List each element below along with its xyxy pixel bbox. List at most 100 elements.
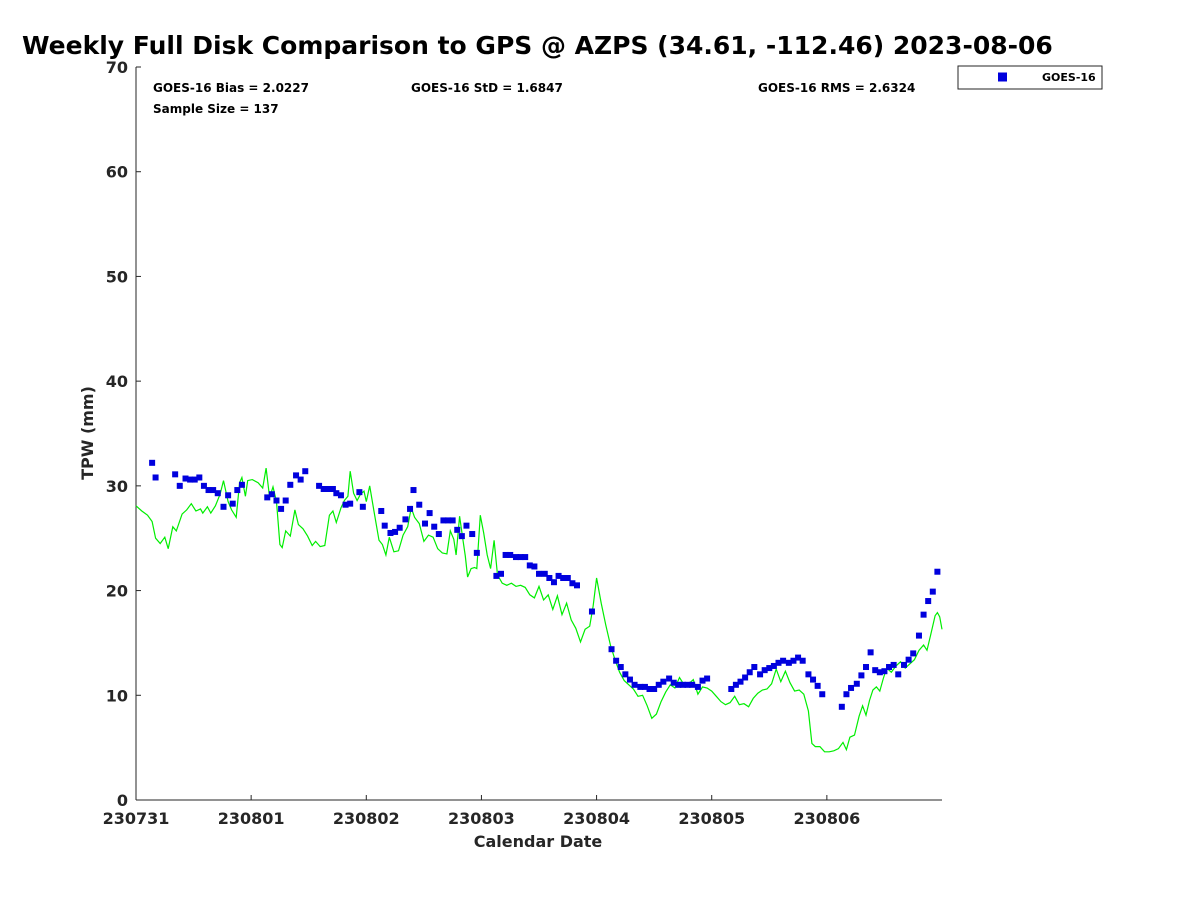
goes16-point: [728, 686, 735, 693]
goes16-point: [795, 654, 802, 661]
goes16-point: [469, 531, 476, 538]
goes16-point: [435, 531, 442, 538]
goes16-point: [396, 524, 403, 531]
goes16-point: [819, 691, 826, 698]
goes16-point: [934, 568, 941, 575]
goes16-point: [666, 675, 673, 682]
goes16-point: [689, 681, 696, 688]
goes16-point: [757, 671, 764, 678]
y-tick-label: 0: [117, 791, 128, 810]
goes16-point: [225, 492, 232, 499]
goes16-point: [746, 669, 753, 676]
goes16-point: [790, 657, 797, 664]
y-axis-ticks: 0 10 20 30 40 50 60 70: [106, 58, 141, 810]
goes16-point: [675, 681, 682, 688]
goes16-point: [555, 572, 562, 579]
goes16-point: [512, 554, 519, 561]
goes16-point: [325, 485, 332, 492]
goes16-point: [660, 678, 667, 685]
goes16-point: [426, 510, 433, 517]
goes16-point: [694, 683, 701, 690]
goes16-point: [264, 494, 271, 501]
goes16-point: [440, 517, 447, 524]
goes16-point: [402, 516, 409, 523]
goes16-point: [573, 582, 580, 589]
goes16-point: [613, 657, 620, 664]
y-tick-label: 50: [106, 267, 128, 286]
goes16-point: [381, 522, 388, 529]
goes16-point: [347, 500, 354, 507]
goes16-point: [431, 523, 438, 530]
goes16-point: [732, 681, 739, 688]
bias-stat: GOES-16 Bias = 2.0227: [153, 81, 309, 95]
goes16-point: [838, 703, 845, 710]
goes16-point: [679, 681, 686, 688]
goes16-point: [268, 491, 275, 498]
goes16-point: [410, 487, 417, 494]
goes16-point: [737, 678, 744, 685]
goes16-point: [780, 657, 787, 664]
goes16-point: [526, 562, 533, 569]
goes16-point: [622, 671, 629, 678]
goes16-point: [273, 497, 280, 504]
y-tick-label: 10: [106, 686, 128, 705]
goes16-point: [775, 659, 782, 666]
goes16-point: [895, 671, 902, 678]
legend-box: [957, 65, 1103, 90]
goes16-point: [536, 570, 542, 577]
goes16-point: [182, 475, 189, 482]
goes16-point: [152, 474, 159, 481]
goes16-point: [458, 533, 465, 540]
goes16-series: [149, 459, 941, 710]
y-tick-label: 30: [106, 477, 128, 496]
goes16-point: [646, 686, 653, 693]
goes16-point: [848, 684, 855, 691]
goes16-point: [637, 683, 644, 690]
x-tick-label: 230805: [678, 809, 745, 828]
x-tick-label: 230801: [218, 809, 285, 828]
x-tick-label: 230804: [563, 809, 630, 828]
goes16-point: [910, 650, 917, 657]
plot-area: [135, 67, 942, 801]
goes16-point: [196, 474, 203, 481]
y-tick-label: 60: [106, 163, 128, 182]
legend-marker: [998, 72, 1007, 82]
goes16-point: [641, 683, 648, 690]
goes16-point: [378, 507, 385, 514]
goes16-point: [843, 691, 850, 698]
goes16-point: [655, 681, 662, 688]
goes16-point: [522, 554, 529, 561]
goes16-point: [541, 570, 548, 577]
goes16-point: [742, 674, 749, 681]
goes16-point: [337, 492, 344, 499]
x-tick-label: 230803: [448, 809, 515, 828]
goes16-point: [214, 490, 221, 497]
goes16-point: [316, 482, 323, 489]
goes16-point: [799, 657, 806, 664]
goes16-point: [329, 485, 336, 492]
goes16-point: [564, 575, 571, 582]
goes16-point: [531, 563, 538, 570]
goes16-point: [766, 665, 773, 672]
goes16-point: [569, 580, 576, 587]
goes16-point: [651, 686, 658, 693]
goes16-point: [770, 662, 777, 669]
goes16-point: [200, 482, 207, 489]
gps-series: [135, 467, 943, 753]
x-axis-label: Calendar Date: [474, 832, 603, 851]
x-tick-label: 230731: [103, 809, 170, 828]
goes16-point: [493, 572, 500, 579]
goes16-point: [172, 471, 179, 478]
goes16-point: [507, 551, 514, 558]
goes16-point: [699, 677, 706, 684]
goes16-point: [387, 529, 394, 536]
goes16-point: [867, 649, 874, 656]
goes16-point: [872, 667, 879, 674]
goes16-point: [473, 549, 480, 556]
goes16-point: [297, 476, 304, 483]
x-tick-label: 230802: [333, 809, 400, 828]
gps-line: [135, 467, 943, 753]
goes16-point: [881, 668, 888, 675]
chart-title: Weekly Full Disk Comparison to GPS @ AZP…: [22, 31, 1053, 60]
